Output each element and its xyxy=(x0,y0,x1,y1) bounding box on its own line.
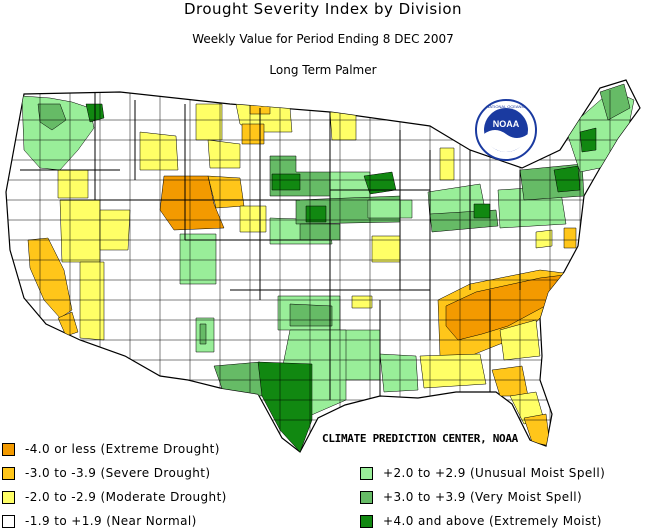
legend-label: +4.0 and above (Extremely Moist) xyxy=(383,514,602,528)
division-mt-moderate xyxy=(195,103,223,141)
division-nm-very-moist xyxy=(199,323,207,345)
division-mt-moderate-4 xyxy=(207,139,241,169)
division-oh-extreme-moist xyxy=(473,203,491,219)
division-wa-very-moist xyxy=(37,103,67,131)
legend-item-very-moist: +3.0 to +3.9 (Very Moist Spell) xyxy=(360,489,582,505)
legend-label: +2.0 to +2.9 (Unusual Moist Spell) xyxy=(383,466,606,480)
division-md-moderate xyxy=(535,229,553,249)
division-wy-moderate xyxy=(239,205,267,233)
division-ca-severe-2 xyxy=(57,311,79,337)
division-mn-extreme-moist xyxy=(363,171,397,195)
division-nv-moderate-2 xyxy=(79,261,105,341)
division-mt-moderate-3 xyxy=(139,131,179,171)
division-fl-severe-2 xyxy=(523,413,551,447)
legend-label: -3.0 to -3.9 (Severe Drought) xyxy=(25,466,211,480)
legend-label: -2.0 to -2.9 (Moderate Drought) xyxy=(25,490,227,504)
division-mo-moderate xyxy=(351,295,373,309)
division-tx-extreme-moist xyxy=(257,361,313,452)
legend-item-moderate-drought: -2.0 to -2.9 (Moderate Drought) xyxy=(2,489,227,505)
legend-swatch-extremely-moist xyxy=(360,514,373,528)
division-me-very-moist xyxy=(599,83,631,121)
legend-item-severe-drought: -3.0 to -3.9 (Severe Drought) xyxy=(2,465,210,481)
division-ny-extreme-moist xyxy=(553,165,581,193)
legend-item-near-normal: -1.9 to +1.9 (Near Normal) xyxy=(2,513,197,529)
division-or-moderate xyxy=(57,169,89,199)
legend-item-unusual-moist: +2.0 to +2.9 (Unusual Moist Spell) xyxy=(360,465,605,481)
division-ia-moist xyxy=(367,199,413,219)
division-co-moist xyxy=(179,233,217,285)
division-mt-severe xyxy=(241,123,265,145)
map-subtitle: Weekly Value for Period Ending 8 DEC 200… xyxy=(192,32,454,46)
division-nv-moderate xyxy=(59,199,101,263)
legend-label: +3.0 to +3.9 (Very Moist Spell) xyxy=(383,490,583,504)
legend-swatch-severe-drought xyxy=(2,466,15,480)
division-ne-extreme-moist xyxy=(305,205,327,223)
division-boundaries xyxy=(6,90,640,452)
division-ok-very-moist xyxy=(289,303,333,327)
division-wi-moderate xyxy=(439,147,455,181)
legend-swatch-near-normal xyxy=(2,514,15,528)
state-boundaries xyxy=(20,92,521,400)
division-ks-very-moist xyxy=(299,223,341,241)
legend-label: -4.0 or less (Extreme Drought) xyxy=(25,442,220,456)
division-sd-extreme-moist xyxy=(271,173,301,191)
legend-swatch-extreme-drought xyxy=(2,442,15,456)
division-ca-severe xyxy=(27,237,73,319)
index-name: Long Term Palmer xyxy=(269,63,377,77)
division-se-extreme xyxy=(445,273,573,341)
legend-label: -1.9 to +1.9 (Near Normal) xyxy=(25,514,197,528)
map-title: Drought Severity Index by Division xyxy=(183,0,463,18)
legend-swatch-very-moist xyxy=(360,490,373,504)
legend-swatch-moderate-drought xyxy=(2,490,15,504)
svg-text:NATIONAL OCEANIC: NATIONAL OCEANIC xyxy=(487,104,526,109)
legend-swatch-unusual-moist xyxy=(360,466,373,480)
division-la-moist xyxy=(379,353,419,393)
credit-label: CLIMATE PREDICTION CENTER, NOAA xyxy=(322,432,518,445)
division-de-severe xyxy=(563,227,577,249)
division-nd-moderate xyxy=(329,111,357,141)
svg-text:NOAA: NOAA xyxy=(493,119,520,129)
legend-item-extremely-moist: +4.0 and above (Extremely Moist) xyxy=(360,513,602,529)
division-ut-moderate xyxy=(99,209,131,251)
legend-item-extreme-drought: -4.0 or less (Extreme Drought) xyxy=(2,441,220,457)
noaa-logo: NOAA NATIONAL OCEANIC xyxy=(475,99,537,161)
